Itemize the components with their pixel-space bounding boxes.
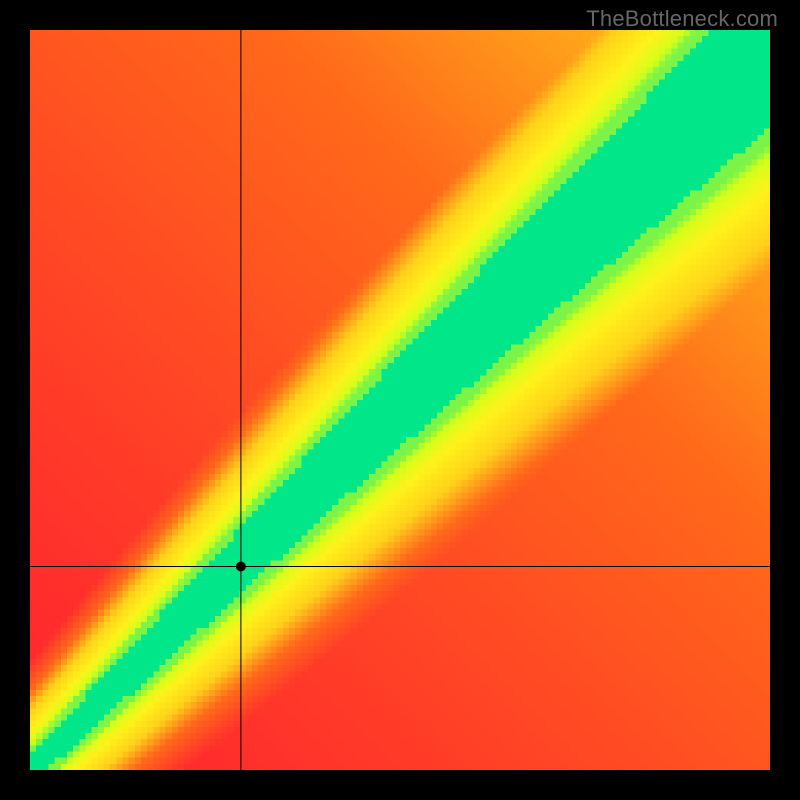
watermark-text: TheBottleneck.com <box>586 6 778 32</box>
heatmap-canvas <box>30 30 770 770</box>
bottleneck-heatmap <box>30 30 770 770</box>
